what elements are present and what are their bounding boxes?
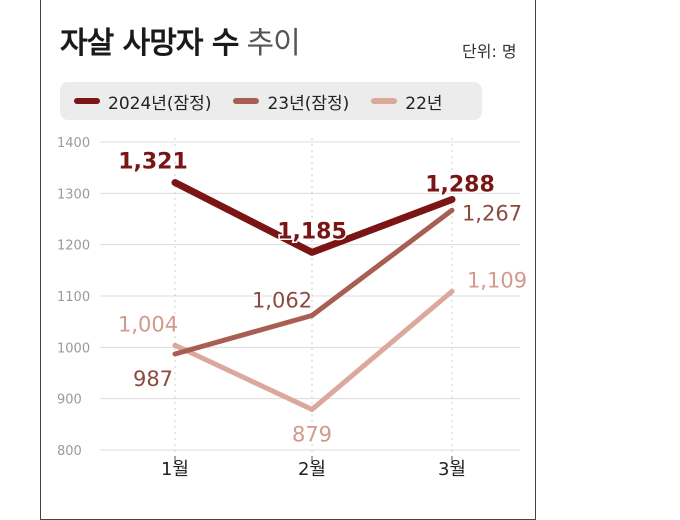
data-label: 1,185 [277, 219, 347, 244]
data-label: 1,109 [467, 268, 527, 292]
chart-title: 자살 사망자 수 추이 [60, 18, 301, 62]
legend-item-2024: 2024년(잠정) [74, 89, 211, 114]
legend-swatch-2023 [233, 98, 260, 104]
data-label: 987 [133, 367, 173, 391]
y-tick-label: 1300 [57, 187, 90, 202]
y-tick-label: 1200 [57, 239, 90, 254]
legend-label-2022: 22년 [405, 93, 443, 114]
y-tick-label: 900 [57, 393, 82, 408]
data-label: 1,062 [252, 289, 312, 313]
series-line [172, 207, 455, 357]
y-tick-label: 1000 [57, 341, 90, 356]
data-label: 1,267 [462, 201, 522, 225]
series-line [171, 179, 456, 256]
x-tick-label: 2월 [298, 459, 326, 480]
series-line [172, 288, 455, 412]
legend: 2024년(잠정) 23년(잠정) 22년 [60, 82, 482, 120]
y-tick-label: 800 [57, 444, 82, 459]
legend-label-2023: 23년(잠정) [267, 93, 350, 114]
title-main: 자살 사망자 수 [60, 26, 239, 61]
y-tick-label: 1100 [57, 290, 90, 305]
legend-swatch-2022 [371, 98, 398, 104]
y-tick-label: 1400 [57, 136, 90, 151]
legend-swatch-2024 [74, 98, 100, 104]
data-label: 1,004 [118, 312, 178, 336]
data-label: 1,321 [118, 150, 188, 175]
x-tick-label: 3월 [438, 459, 466, 480]
x-tick-label: 1월 [161, 459, 189, 480]
unit-label: 단위: 명 [462, 42, 517, 61]
legend-item-2022: 22년 [371, 89, 443, 114]
legend-item-2023: 23년(잠정) [233, 89, 349, 114]
title-sub: 추이 [246, 26, 301, 61]
legend-label-2024: 2024년(잠정) [108, 93, 212, 114]
data-label: 879 [292, 422, 332, 446]
data-label: 1,288 [425, 172, 495, 197]
